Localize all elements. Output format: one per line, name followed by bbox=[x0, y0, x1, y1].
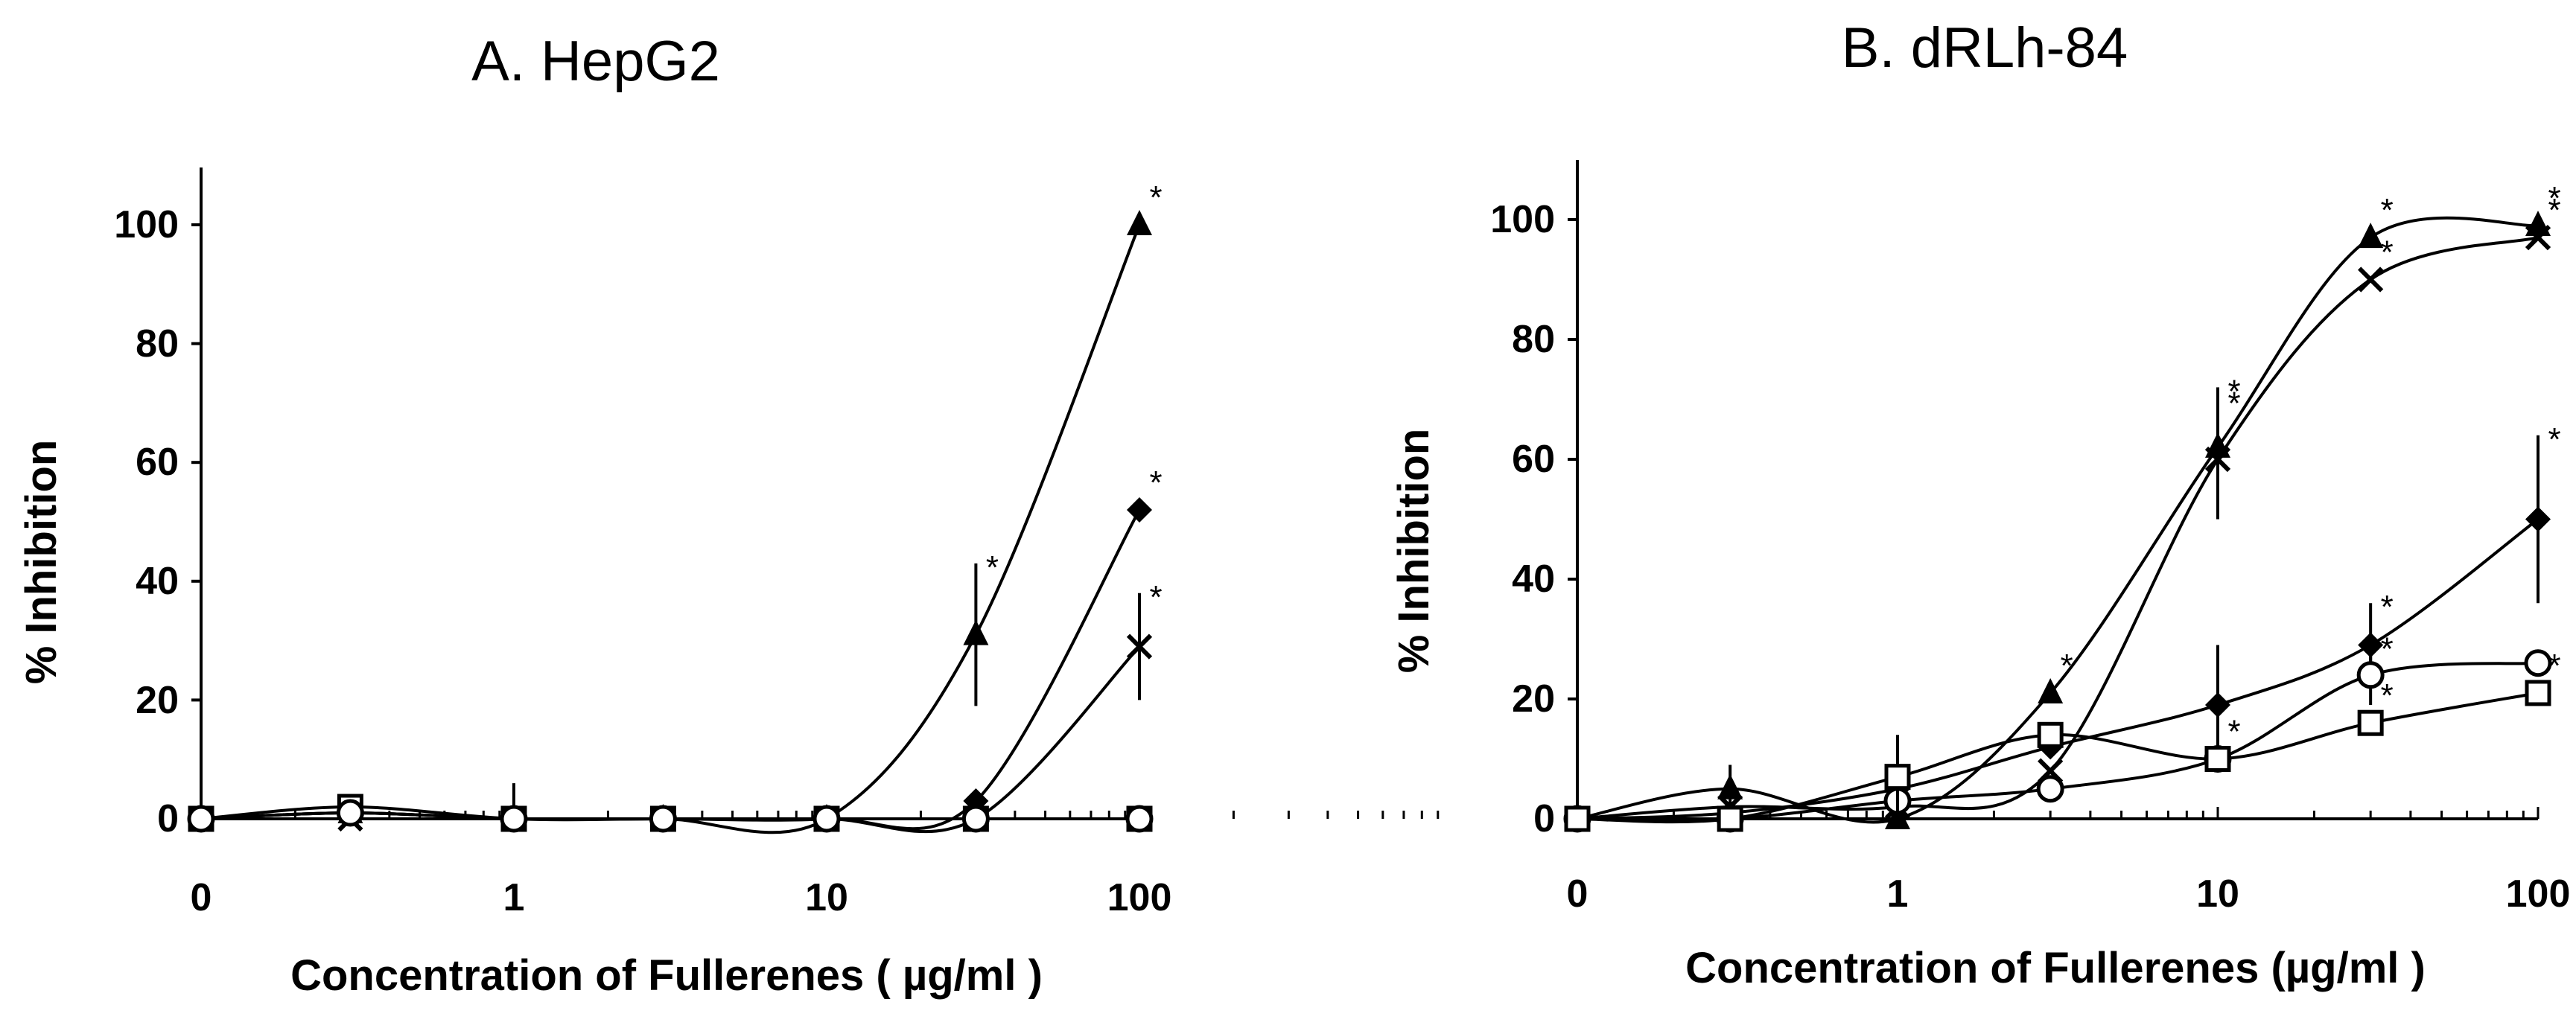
point-triangle-6 bbox=[1127, 210, 1152, 235]
point-triangle-3 bbox=[2038, 677, 2064, 703]
x-tick-label-1: 1 bbox=[503, 876, 525, 919]
point-cross-6-stroke-b bbox=[2525, 225, 2551, 251]
series-triangle: ** bbox=[188, 179, 1163, 834]
chart-title: A. HepG2 bbox=[471, 30, 720, 93]
point-cross-5 bbox=[2358, 266, 2384, 293]
point-square-0 bbox=[1564, 805, 1591, 832]
point-circle-5 bbox=[961, 805, 990, 833]
point-square-5 bbox=[2357, 709, 2384, 736]
y-tick-label-40: 40 bbox=[136, 560, 179, 603]
y-tick-label-20: 20 bbox=[136, 679, 179, 722]
point-cross-4 bbox=[2204, 446, 2231, 473]
x-tick-label-10: 10 bbox=[2196, 872, 2239, 916]
series-diamond: ** bbox=[1565, 421, 2561, 831]
y-tick-label-100: 100 bbox=[114, 203, 179, 246]
y-tick-label-80: 80 bbox=[1512, 318, 1555, 361]
point-triangle-5 bbox=[2358, 223, 2384, 249]
series-square: ** bbox=[1564, 648, 2561, 832]
point-circle-2 bbox=[500, 805, 528, 833]
chart-title: B. dRLh-84 bbox=[1842, 16, 2128, 80]
significance-star: * bbox=[2548, 180, 2560, 217]
y-tick-label-60: 60 bbox=[1512, 438, 1555, 481]
point-square-1 bbox=[1717, 805, 1743, 832]
series-line-diamond bbox=[200, 509, 1141, 831]
significance-star: * bbox=[1149, 579, 1162, 616]
point-circle-6 bbox=[2524, 649, 2552, 677]
point-circle-3 bbox=[2036, 775, 2064, 803]
series-circle bbox=[187, 799, 1154, 833]
panel-a-hepg2: A. HepG2 % Inhibition Concentration of F… bbox=[17, 30, 1440, 1000]
series-cross: * bbox=[188, 579, 1163, 834]
point-circle-3 bbox=[649, 805, 677, 833]
point-circle-5 bbox=[2356, 661, 2385, 689]
y-tick-label-0: 0 bbox=[1533, 797, 1555, 840]
point-cross-6 bbox=[1126, 633, 1153, 660]
y-tick-label-20: 20 bbox=[1512, 677, 1555, 721]
x-tick-label-100: 100 bbox=[1107, 876, 1172, 919]
significance-star: * bbox=[2381, 589, 2394, 625]
point-cross-6 bbox=[2525, 225, 2551, 251]
series-diamond: * bbox=[188, 464, 1163, 831]
point-cross-5-stroke-b bbox=[2358, 266, 2384, 293]
y-tick-label-100: 100 bbox=[1490, 198, 1555, 241]
y-tick-label-60: 60 bbox=[136, 441, 179, 484]
point-circle-6 bbox=[1125, 805, 1154, 833]
y-axis-label: % Inhibition bbox=[17, 440, 66, 685]
point-diamond-6 bbox=[2525, 506, 2551, 532]
significance-star: * bbox=[2381, 677, 2394, 714]
point-square-3 bbox=[2037, 721, 2064, 748]
significance-star: * bbox=[2227, 714, 2240, 750]
y-tick-label-80: 80 bbox=[136, 322, 179, 365]
significance-star: * bbox=[1149, 464, 1162, 501]
axes bbox=[191, 167, 1440, 820]
significance-star: * bbox=[1149, 179, 1162, 216]
point-square-4 bbox=[2204, 746, 2231, 772]
point-square-2 bbox=[1884, 764, 1911, 791]
point-cross-4-stroke-b bbox=[2204, 446, 2231, 473]
series-line-square bbox=[1577, 692, 2539, 824]
x-tick-label-0: 0 bbox=[1567, 872, 1588, 916]
point-triangle-1 bbox=[1717, 773, 1743, 799]
y-axis-label: % Inhibition bbox=[1390, 429, 1438, 674]
y-tick-label-0: 0 bbox=[157, 797, 179, 840]
point-diamond-4 bbox=[2205, 692, 2230, 718]
panel-b-drlh84: B. dRLh-84 % Inhibition Concentration of… bbox=[1390, 16, 2571, 992]
x-tick-label-1: 1 bbox=[1887, 872, 1909, 916]
x-axis-label: Concentration of Fullerenes (µg/ml ) bbox=[1685, 944, 2426, 992]
point-triangle-6 bbox=[2525, 211, 2551, 237]
significance-star: * bbox=[2548, 648, 2560, 684]
axes bbox=[1568, 160, 2540, 820]
point-triangle-5 bbox=[963, 619, 989, 645]
y-tick-label-40: 40 bbox=[1512, 558, 1555, 601]
x-tick-label-0: 0 bbox=[191, 876, 212, 919]
x-tick-label-100: 100 bbox=[2506, 872, 2571, 916]
point-square-6 bbox=[2525, 680, 2551, 706]
x-axis-label: Concentration of Fullerenes ( µg/ml ) bbox=[290, 951, 1043, 1000]
significance-star: * bbox=[2381, 234, 2394, 271]
x-tick-label-10: 10 bbox=[805, 876, 848, 919]
point-circle-4 bbox=[812, 805, 841, 833]
point-circle-0 bbox=[187, 805, 215, 833]
significance-star: * bbox=[2381, 631, 2394, 668]
significance-star: * bbox=[2548, 192, 2560, 229]
significance-star: * bbox=[2061, 648, 2073, 684]
significance-star: * bbox=[986, 549, 999, 586]
significance-star: * bbox=[2227, 386, 2240, 422]
significance-star: * bbox=[2381, 192, 2394, 229]
point-cross-6-stroke-b bbox=[1126, 633, 1153, 660]
point-diamond-6 bbox=[1127, 497, 1152, 523]
significance-star: * bbox=[2548, 421, 2560, 458]
significance-star: * bbox=[2227, 373, 2240, 409]
series-line-triangle bbox=[200, 224, 1141, 834]
point-circle-1 bbox=[336, 799, 364, 827]
